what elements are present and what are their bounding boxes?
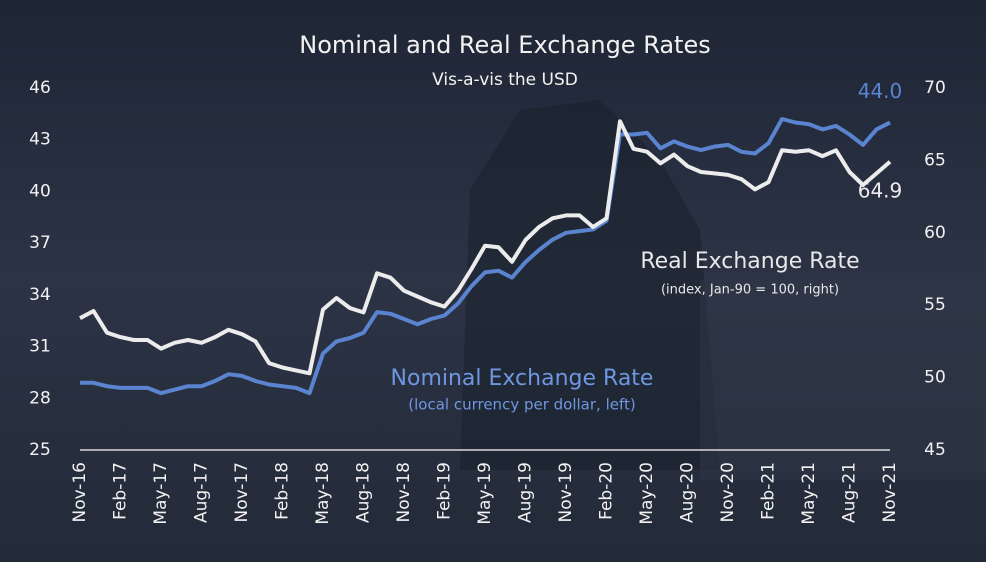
x-tick-label: May-21 (799, 462, 819, 525)
end-value-label: 64.9 (858, 178, 903, 202)
statue-silhouette (460, 100, 720, 470)
y-tick-label: 28 (29, 388, 51, 408)
y2-tick-label: 55 (924, 295, 946, 315)
y-tick-label: 43 (29, 130, 51, 150)
x-tick-label: Feb-18 (273, 462, 293, 520)
x-tick-label: Nov-21 (880, 462, 900, 523)
x-tick-label: May-18 (313, 462, 333, 525)
series-line (79, 119, 892, 376)
x-tick-label: Feb-19 (435, 462, 455, 520)
x-tick-label: Aug-20 (678, 462, 698, 523)
chart-subtitle: Vis-a-vis the USD (432, 70, 578, 90)
end-value-label: 44.0 (858, 79, 903, 103)
series-note: (index, Jan-90 = 100, right) (661, 283, 839, 298)
y-tick-label: 31 (29, 337, 51, 357)
y2-tick-label: 50 (924, 368, 946, 388)
series-note: (local currency per dollar, left) (408, 396, 635, 414)
x-tick-label: Nov-20 (718, 462, 738, 523)
y-tick-label: 40 (29, 181, 51, 201)
x-tick-label: Aug-19 (516, 462, 536, 523)
chart-title: Nominal and Real Exchange Rates (299, 31, 710, 59)
x-tick-label: May-19 (475, 462, 495, 525)
x-tick-label: Feb-20 (597, 462, 617, 520)
y2-tick-label: 45 (924, 440, 946, 460)
y-tick-label: 34 (29, 285, 51, 305)
x-tick-label: Feb-21 (759, 462, 779, 520)
x-tick-label: Nov-19 (556, 462, 576, 523)
x-tick-label: Nov-16 (70, 462, 90, 523)
x-tick-label: Feb-17 (111, 462, 131, 520)
building (700, 280, 986, 480)
y2-tick-label: 60 (924, 223, 946, 243)
y-tick-label: 46 (29, 78, 51, 98)
series-label: Nominal Exchange Rate (391, 366, 654, 391)
x-tick-label: Aug-21 (840, 462, 860, 523)
y-tick-label: 37 (29, 233, 51, 253)
x-tick-label: Nov-17 (232, 462, 252, 523)
series-label: Real Exchange Rate (640, 249, 859, 274)
x-tick-label: May-20 (637, 462, 657, 525)
x-tick-label: Aug-18 (354, 462, 374, 523)
x-tick-label: May-17 (151, 462, 171, 525)
x-tick-label: Aug-17 (192, 462, 212, 523)
y2-tick-label: 70 (924, 78, 946, 98)
y-tick-label: 25 (29, 440, 51, 460)
series-line (80, 117, 891, 396)
x-tick-label: Nov-18 (394, 462, 414, 523)
y2-tick-label: 65 (924, 150, 946, 170)
